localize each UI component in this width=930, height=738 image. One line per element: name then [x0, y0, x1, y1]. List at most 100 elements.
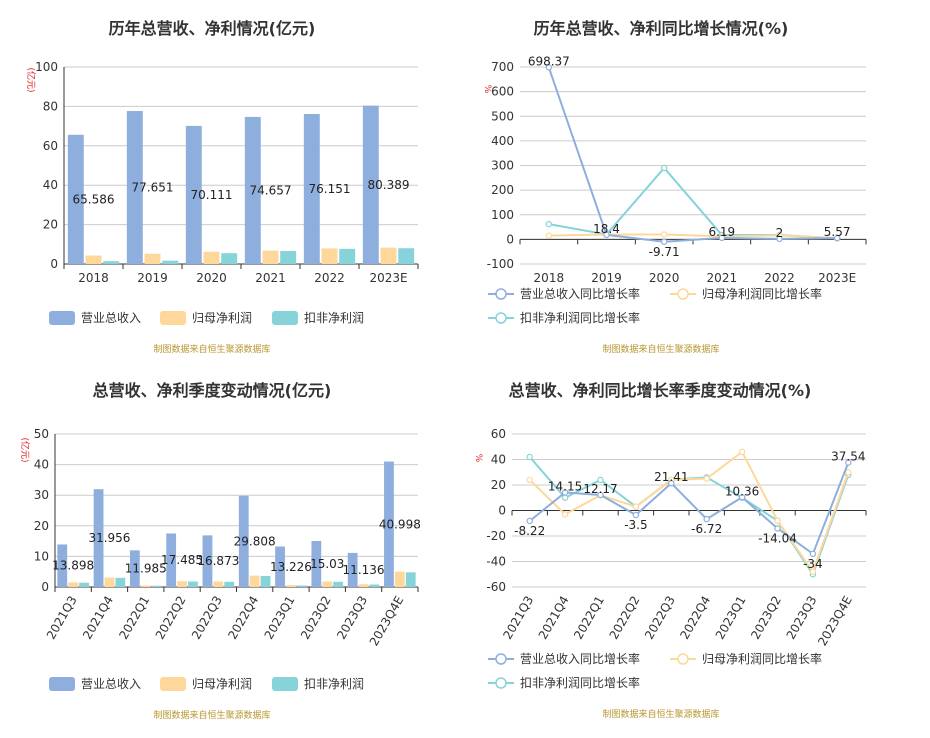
data-label: 18.4	[593, 222, 620, 236]
data-label: -34	[803, 557, 823, 571]
point-deducted_profit	[526, 453, 533, 461]
data-label: 10.36	[725, 484, 759, 498]
data-label: 65.586	[73, 192, 115, 206]
source-note: 制图数据来自恒生聚源数据库	[602, 708, 719, 720]
legend-label: 营业总收入同比增长率	[520, 286, 640, 301]
data-label: -14.04	[758, 531, 797, 545]
x-tick-label: 2023Q3	[784, 594, 820, 642]
data-label: 21.41	[654, 470, 688, 484]
x-tick-label: 2022Q1	[571, 594, 607, 642]
bar-revenue	[93, 489, 104, 587]
unit-label: %	[482, 85, 492, 94]
bar-parent_profit	[85, 255, 102, 264]
data-label: 17.485	[161, 553, 203, 567]
point-revenue	[774, 525, 781, 532]
y-tick-label: 100	[35, 60, 58, 74]
legend-marker-deducted_profit	[495, 677, 507, 689]
data-label: 37.54	[831, 450, 865, 464]
unit-label: (亿元)	[19, 437, 31, 462]
chart-title: 总营收、净利同比增长率季度变动情况(%)	[509, 381, 812, 400]
bar-revenue	[185, 125, 202, 264]
source-note: 制图数据来自恒生聚源数据库	[602, 343, 719, 355]
x-tick-label: 2022	[314, 271, 345, 285]
legend-swatch-parent_profit	[160, 677, 186, 691]
data-label: 77.651	[132, 181, 174, 195]
legend-label: 归母净利润	[192, 311, 252, 325]
quarterly-revenue-profit-chart: 总营收、净利季度变动情况(亿元) (亿元) 0 10 20 30 40 50 2021Q3 202…	[0, 369, 465, 738]
x-tick-label: 2022Q4	[677, 594, 713, 642]
bar-parent_profit	[380, 247, 397, 264]
data-label: 29.808	[234, 534, 276, 548]
bar-parent_profit	[358, 584, 369, 587]
legend-label: 扣非净利润	[304, 677, 364, 691]
point-revenue	[776, 235, 783, 243]
point-parent_profit	[526, 476, 533, 484]
bar-revenue	[275, 546, 285, 587]
y-tick-label: 600	[491, 85, 514, 99]
legend-marker-parent_profit	[677, 653, 689, 665]
source-note: 制图数据来自恒生聚源数据库	[153, 343, 270, 355]
bar-parent_profit	[68, 582, 79, 587]
point-revenue	[660, 238, 668, 245]
point-revenue	[809, 550, 817, 558]
bar-deducted_profit	[221, 253, 238, 264]
legend-label: 营业总收入	[81, 677, 141, 691]
data-label: 31.956	[88, 531, 130, 545]
bar-deducted_profit	[79, 582, 89, 587]
x-tick-label: 2023Q2	[748, 594, 784, 642]
data-label: 70.111	[191, 188, 233, 202]
legend-label: 归母净利润同比增长率	[702, 651, 822, 666]
legend-label: 扣非净利润同比增长率	[520, 310, 640, 325]
bar-deducted_profit	[339, 248, 356, 264]
x-tick-label: 2020	[649, 271, 680, 285]
point-deducted_profit	[561, 494, 569, 501]
y-tick-label: 300	[491, 159, 514, 173]
y-tick-label: 40	[34, 458, 49, 472]
data-label: 16.873	[197, 554, 239, 568]
bar-revenue	[238, 495, 249, 587]
y-tick-label: 10	[34, 549, 49, 563]
bar-revenue	[244, 116, 261, 264]
point-parent_profit	[809, 568, 817, 575]
x-tick-label: 2023E	[818, 271, 856, 285]
point-revenue	[668, 480, 675, 487]
point-revenue	[703, 515, 710, 523]
line-deducted_profit	[548, 166, 838, 240]
data-label: 40.998	[379, 517, 421, 531]
bar-revenue	[202, 535, 213, 587]
point-revenue	[545, 64, 553, 71]
y-tick-label: 100	[491, 208, 514, 222]
legend-swatch-deducted_profit	[272, 677, 298, 691]
legend-label: 扣非净利润同比增长率	[520, 675, 640, 690]
x-tick-label: 2022Q3	[189, 594, 225, 642]
point-deducted_profit	[597, 476, 604, 484]
y-tick-label: 0	[498, 504, 506, 518]
y-tick-label: 20	[34, 519, 49, 533]
bar-deducted_profit	[188, 581, 198, 587]
bar-parent_profit	[213, 581, 224, 587]
point-deducted_profit	[660, 164, 668, 172]
unit-label: (亿元)	[25, 67, 37, 92]
point-parent_profit	[660, 231, 668, 238]
bar-deducted_profit	[369, 584, 380, 587]
bar-parent_profit	[394, 571, 405, 587]
x-tick-label: 2021Q3	[44, 594, 80, 642]
quarterly-growth-svg: 总营收、净利同比增长率季度变动情况(%)% -60 -40 -20 0 20 40 60 202…	[473, 381, 867, 720]
bar-revenue	[362, 105, 379, 264]
data-label: -8.22	[514, 524, 545, 538]
data-label: 80.389	[368, 178, 410, 192]
bar-revenue	[303, 113, 320, 264]
x-tick-label: 2018	[78, 271, 109, 285]
legend-swatch-deducted_profit	[272, 311, 298, 325]
point-deducted_profit	[545, 220, 553, 228]
bar-parent_profit	[249, 575, 260, 587]
bar-revenue	[347, 552, 358, 587]
point-parent_profit	[632, 503, 640, 510]
legend-label: 扣非净利润	[304, 311, 364, 325]
x-tick-label: 2023Q1	[713, 594, 749, 642]
legend-label: 归母净利润同比增长率	[702, 286, 822, 301]
bar-deducted_profit	[280, 250, 297, 264]
data-label: -3.5	[624, 518, 647, 532]
bar-revenue	[67, 134, 84, 264]
point-parent_profit	[703, 475, 710, 482]
